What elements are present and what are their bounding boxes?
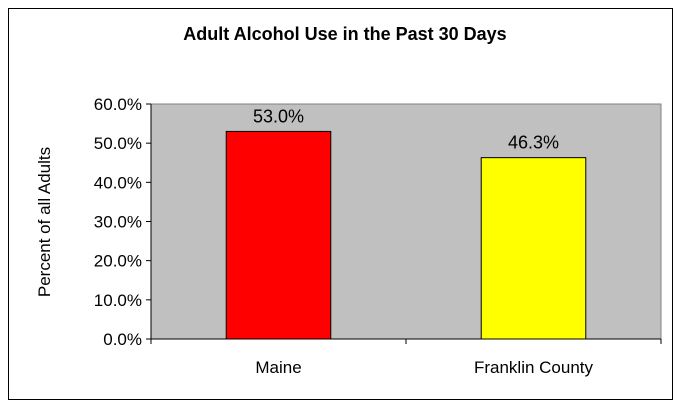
y-tick-label: 0.0% (103, 330, 142, 349)
y-tick-label: 10.0% (94, 291, 142, 310)
x-category-label: Maine (255, 358, 301, 377)
y-tick-label: 30.0% (94, 213, 142, 232)
y-axis-ticks: 0.0% 10.0% 20.0% 30.0% 40.0% 50.0% 60.0% (94, 95, 151, 349)
y-tick-label: 40.0% (94, 173, 142, 192)
bars (225, 130, 587, 340)
bar-franklin-county (480, 157, 587, 340)
data-label: 46.3% (508, 133, 559, 153)
data-label: 53.0% (253, 106, 304, 126)
y-axis-label: Percent of all Adults (35, 147, 54, 297)
data-labels: 53.0% 46.3% (253, 106, 559, 152)
x-axis-ticks: Maine Franklin County (150, 339, 662, 377)
bar-maine (225, 130, 332, 340)
y-tick-label: 60.0% (94, 95, 142, 114)
y-tick-label: 20.0% (94, 252, 142, 271)
y-tick-label: 50.0% (94, 134, 142, 153)
x-category-label: Franklin County (474, 358, 594, 377)
chart-title: Adult Alcohol Use in the Past 30 Days (183, 24, 506, 44)
